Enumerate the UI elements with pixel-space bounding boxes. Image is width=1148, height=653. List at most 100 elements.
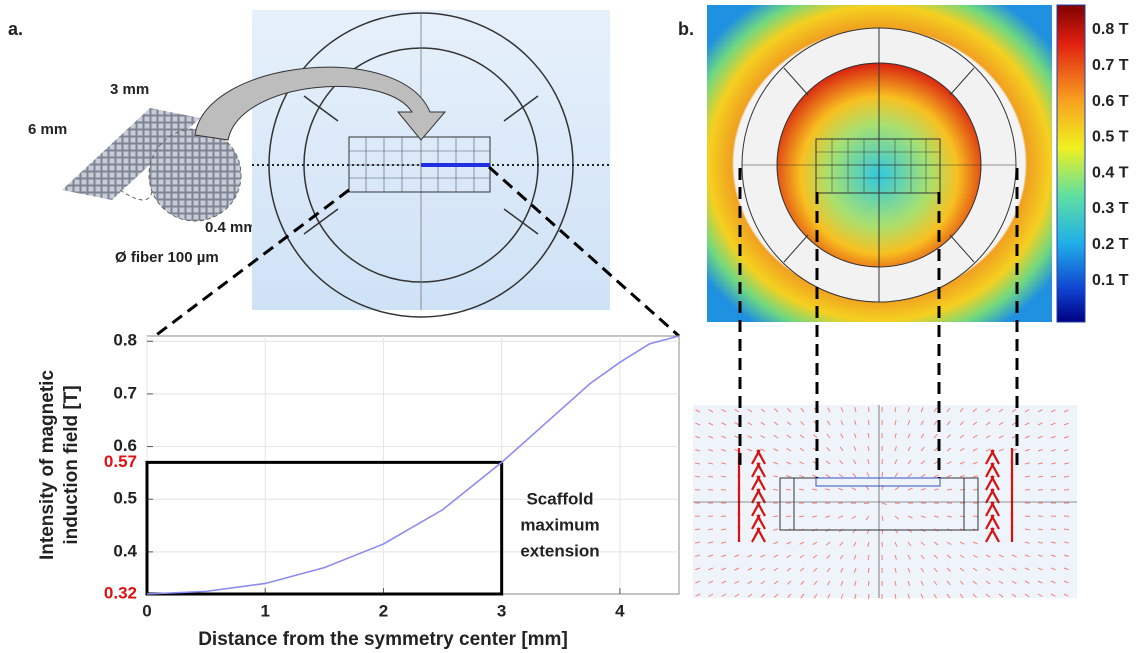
vector xyxy=(799,474,805,478)
vector xyxy=(760,421,766,426)
vector xyxy=(1024,541,1030,544)
vector xyxy=(747,448,753,452)
vector xyxy=(852,472,857,478)
vector xyxy=(1050,462,1056,465)
geometry xyxy=(252,12,610,318)
vector xyxy=(894,593,897,600)
vector xyxy=(708,541,714,544)
vector xyxy=(1024,462,1030,465)
vector xyxy=(1063,554,1069,557)
vector xyxy=(695,409,701,413)
vector xyxy=(773,461,779,465)
vector xyxy=(827,593,831,599)
vector xyxy=(799,434,805,439)
vector xyxy=(959,434,965,439)
vector xyxy=(972,580,978,585)
vector xyxy=(787,593,792,598)
vector xyxy=(839,541,844,547)
vector xyxy=(1037,541,1043,544)
vector xyxy=(998,580,1004,585)
vector xyxy=(1037,593,1043,597)
vector xyxy=(825,460,831,465)
dimension: 6 mm xyxy=(28,121,67,138)
vector xyxy=(1024,554,1030,558)
vector xyxy=(1050,435,1056,439)
vector xyxy=(812,515,818,518)
vector xyxy=(1037,409,1043,413)
vector xyxy=(920,446,925,452)
vector xyxy=(854,580,857,586)
vector xyxy=(972,515,979,518)
panel-label: b. xyxy=(678,19,694,39)
vector xyxy=(799,541,805,545)
vector xyxy=(933,420,938,426)
vector xyxy=(1063,567,1069,571)
vector xyxy=(708,409,714,413)
vector xyxy=(1050,475,1057,478)
vector xyxy=(907,593,910,599)
vector xyxy=(786,541,792,545)
vector xyxy=(840,593,844,599)
vector xyxy=(998,421,1004,426)
vector xyxy=(760,593,766,598)
y-tick-label: 0.6 xyxy=(113,436,137,455)
vector xyxy=(786,554,792,559)
vector xyxy=(708,462,714,465)
vector xyxy=(747,408,753,413)
vector xyxy=(826,567,831,573)
vector xyxy=(747,567,753,571)
vector xyxy=(933,580,938,586)
vector xyxy=(853,446,857,452)
vector xyxy=(867,459,870,465)
vector xyxy=(894,541,898,547)
vector xyxy=(798,515,805,518)
vector xyxy=(1037,475,1044,478)
vector xyxy=(838,487,844,491)
vector xyxy=(825,488,831,491)
vector xyxy=(990,501,1000,517)
vector xyxy=(959,541,965,545)
vector xyxy=(933,474,939,478)
vector xyxy=(881,502,887,506)
vector xyxy=(985,408,991,413)
vector xyxy=(785,488,792,491)
vector xyxy=(946,420,951,426)
vector xyxy=(773,593,779,598)
vector xyxy=(1050,409,1056,413)
vector xyxy=(721,422,727,426)
vector xyxy=(894,420,897,426)
vector xyxy=(867,567,870,574)
y-tick-label: 0.7 xyxy=(113,383,137,402)
vector xyxy=(985,448,991,452)
vector xyxy=(866,472,870,478)
x-tick-label: 2 xyxy=(379,601,388,620)
vector xyxy=(813,580,818,586)
vector xyxy=(907,554,911,560)
vector xyxy=(695,567,701,571)
vector xyxy=(1063,528,1070,531)
vector xyxy=(1024,408,1030,413)
colorbar-label: 0.8 T xyxy=(1092,21,1129,38)
colorbar-label: 0.3 T xyxy=(1092,200,1129,217)
vector xyxy=(1037,567,1043,571)
vector xyxy=(907,515,913,519)
x-tick-label: 3 xyxy=(497,601,506,620)
vector xyxy=(721,448,727,452)
vector xyxy=(1011,554,1017,558)
vector xyxy=(972,461,978,465)
vector xyxy=(1037,462,1043,465)
vector xyxy=(708,567,714,571)
vector xyxy=(721,541,727,544)
vector xyxy=(721,593,727,598)
vector xyxy=(695,462,701,465)
vector xyxy=(959,567,965,572)
vector xyxy=(920,474,926,478)
vector xyxy=(756,514,766,530)
vector xyxy=(786,434,792,439)
vector xyxy=(695,593,701,597)
vector xyxy=(812,541,818,546)
vector xyxy=(985,567,991,572)
y-axis-label: Intensity of magnetic xyxy=(37,370,58,560)
vector xyxy=(838,473,844,478)
vector xyxy=(772,515,779,518)
